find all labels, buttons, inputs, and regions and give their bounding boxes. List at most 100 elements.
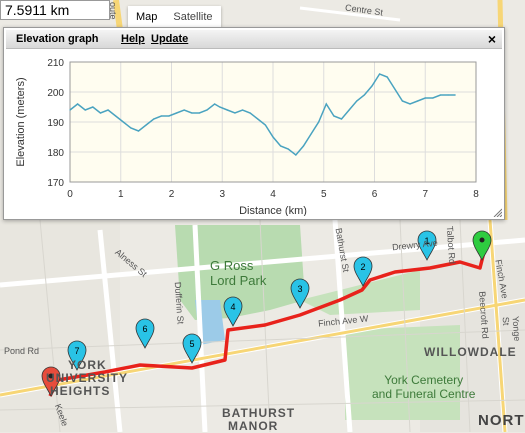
resize-handle-icon[interactable] [492, 207, 502, 217]
park-label-line1: G Ross [210, 258, 254, 273]
marker-label: 2 [360, 262, 365, 272]
elevation-point [295, 154, 297, 156]
route-marker-2[interactable]: 2 [353, 256, 373, 287]
x-tick-label: 3 [219, 189, 225, 200]
elevation-point [302, 145, 305, 147]
street-label-yonge: Yonge St [500, 315, 523, 342]
y-tick-label: 170 [47, 178, 64, 189]
elevation-point [348, 109, 350, 111]
elevation-point [447, 94, 449, 96]
elevation-panel-title: Elevation graph [16, 33, 99, 45]
x-tick-label: 2 [169, 189, 175, 200]
distance-readout: 7.5911 km [0, 0, 110, 20]
park-area [175, 225, 305, 320]
y-tick-label: 190 [47, 118, 64, 129]
update-link[interactable]: Update [151, 33, 189, 45]
elevation-panel: Elevation graph Help Update × 170 180 190 2… [3, 27, 505, 220]
help-link[interactable]: Help [121, 33, 145, 45]
marker-label: 6 [142, 324, 147, 334]
park-label-line2: Lord Park [210, 273, 267, 288]
area-label-bathurst: BATHURST [222, 406, 296, 420]
elevation-point [153, 118, 155, 120]
elevation-point [69, 109, 71, 111]
elevation-point [257, 118, 259, 120]
poi-label-cemetery: York Cemetery and Funeral Centre [372, 373, 475, 401]
elevation-point [325, 103, 327, 105]
elevation-point [145, 124, 147, 126]
elevation-point [183, 109, 185, 111]
elevation-point [432, 97, 434, 99]
route-marker-3[interactable]: 3 [290, 278, 310, 309]
elevation-point [340, 118, 343, 120]
area-label-north: NORTH [478, 412, 525, 429]
x-tick-label: 0 [67, 189, 73, 200]
x-tick-label: 8 [473, 189, 479, 200]
poi-label-cemetery-line2: and Funeral Centre [372, 387, 476, 401]
elevation-point [264, 124, 266, 126]
elevation-point [175, 112, 178, 114]
elevation-chart: 170 180 190 200 210 0 1 2 3 4 5 6 7 8 Distance (km) Ele… [15, 58, 479, 216]
elevation-point [356, 100, 358, 102]
x-tick-label: 1 [118, 189, 124, 200]
elevation-point [84, 109, 86, 111]
area-label-willowdale: WILLOWDALE [424, 345, 517, 359]
elevation-point [115, 115, 117, 117]
route-marker-5[interactable]: 5 [182, 333, 202, 364]
close-icon[interactable]: × [487, 31, 496, 47]
area-label-heights: HEIGHTS [50, 384, 111, 398]
elevation-point [234, 112, 236, 114]
elevation-point [241, 109, 244, 111]
elevation-point [371, 85, 373, 87]
route-marker-4[interactable]: 4 [223, 296, 243, 327]
y-tick-label: 200 [47, 88, 64, 99]
marker-label: 1 [424, 236, 429, 246]
route-marker-6[interactable]: 6 [135, 318, 155, 349]
elevation-point [92, 106, 94, 108]
area-label-manor: MANOR [228, 419, 279, 433]
elevation-point [206, 109, 208, 111]
elevation-point [363, 94, 365, 96]
park-label: G Ross Lord Park [210, 258, 266, 288]
elevation-point [160, 115, 162, 117]
route-marker-1[interactable]: 1 [417, 230, 437, 261]
elevation-point [310, 133, 312, 135]
map-type-satellite-button[interactable]: Satellite [173, 11, 213, 23]
x-tick-label: 4 [270, 189, 276, 200]
elevation-point [424, 97, 426, 99]
elevation-point [287, 148, 289, 150]
elevation-point [226, 109, 228, 111]
elevation-point [409, 103, 411, 105]
elevation-point [168, 115, 170, 117]
elevation-point [130, 127, 132, 129]
end-marker[interactable] [472, 230, 492, 261]
elevation-point [214, 103, 216, 105]
start-marker[interactable] [41, 366, 61, 397]
map-type-control: Map Satellite [128, 6, 221, 28]
elevation-point [122, 121, 124, 123]
marker-label: 3 [297, 284, 302, 294]
marker-label: 7 [74, 346, 79, 356]
elevation-point [454, 94, 456, 96]
elevation-point [77, 103, 79, 105]
elevation-point [191, 112, 193, 114]
poi-label-cemetery-line1: York Cemetery [384, 373, 464, 387]
elevation-point [280, 145, 282, 147]
area-label-university: UNIVERSITY [46, 371, 129, 385]
y-tick-label: 180 [47, 148, 64, 159]
elevation-point [378, 73, 381, 75]
partial-route-label: oute [108, 2, 118, 20]
elevation-point [439, 94, 442, 96]
x-tick-label: 7 [422, 189, 428, 200]
elevation-point [272, 136, 274, 138]
elevation-point [107, 109, 109, 111]
elevation-point [198, 112, 201, 114]
marker-label: 5 [189, 339, 194, 349]
y-tick-label: 210 [47, 58, 64, 69]
elevation-point [318, 121, 320, 123]
elevation-point [386, 76, 388, 78]
elevation-point [137, 130, 140, 132]
route-marker-7[interactable]: 7 [67, 340, 87, 371]
elevation-point [401, 100, 404, 102]
elevation-point [417, 100, 419, 102]
map-type-map-button[interactable]: Map [136, 11, 158, 23]
